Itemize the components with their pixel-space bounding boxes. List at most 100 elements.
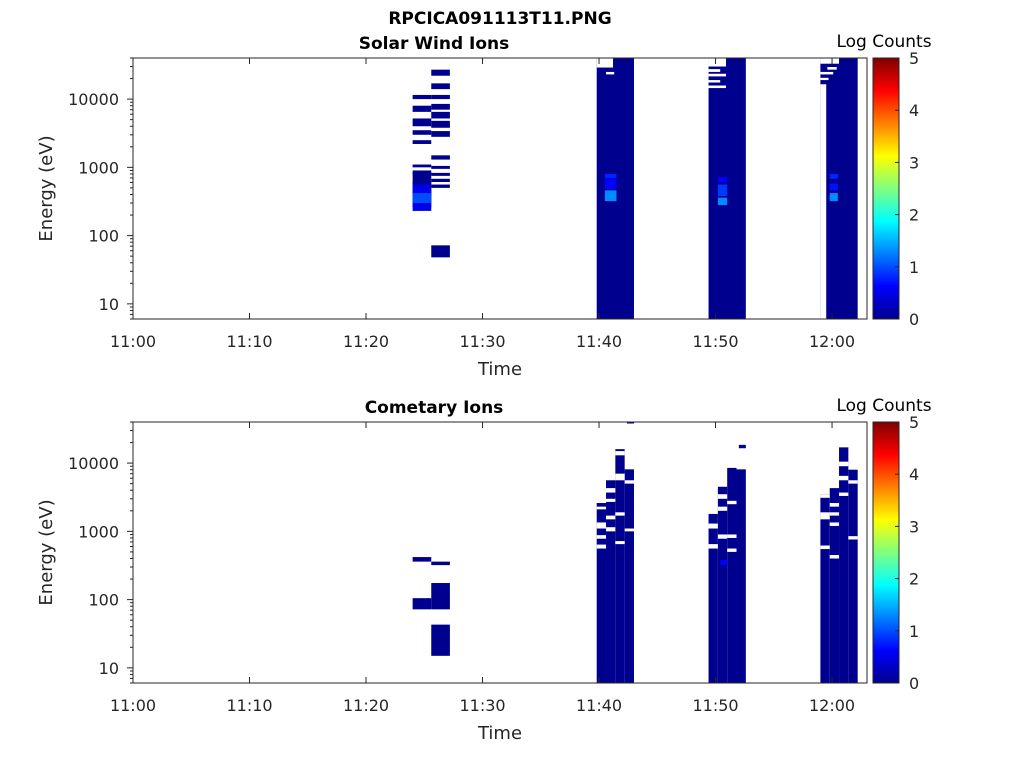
heatmap-cell: [431, 83, 450, 90]
heatmap-cell: [431, 165, 450, 169]
heatmap-cell: [839, 447, 849, 683]
data-gap: [708, 544, 718, 549]
colorbar-tick-label: 0: [909, 674, 919, 693]
colorbar-tick-label: 2: [909, 570, 919, 589]
data-gap: [596, 544, 607, 549]
heatmap-cell: [717, 177, 728, 183]
heatmap-cell: [829, 173, 838, 179]
y-tick-label: 1000: [78, 158, 119, 177]
heatmap-cell: [412, 94, 432, 100]
heatmap-cell: [717, 486, 728, 683]
heatmap-cell: [431, 172, 450, 176]
data-gap: [606, 515, 616, 520]
data-gap: [829, 512, 840, 516]
data-gap: [820, 494, 830, 498]
data-gap: [820, 545, 830, 550]
data-gap: [727, 500, 737, 505]
y-tick-label: 10: [99, 659, 119, 678]
heatmap-cell: [431, 155, 450, 160]
plot-frame: [132, 421, 868, 684]
data-gap: [708, 523, 718, 529]
x-tick-label: 11:40: [576, 332, 622, 351]
data-gap: [615, 541, 625, 545]
heatmap-cell: [412, 557, 432, 562]
x-tick-label: 11:10: [226, 332, 272, 351]
heatmap-cell: [604, 173, 617, 178]
data-gap: [727, 534, 737, 538]
heatmap-cell: [829, 183, 838, 191]
data-gap: [606, 527, 616, 532]
heatmap-cell: [431, 103, 450, 110]
heatmap-cell: [412, 140, 432, 144]
heatmap-cell: [431, 111, 450, 119]
colorbar-tick-label: 4: [909, 101, 919, 120]
data-gap: [606, 488, 616, 493]
data-gap: [839, 475, 849, 481]
heatmap-cell: [431, 178, 450, 183]
data-gap: [708, 80, 721, 83]
data-gap: [848, 536, 858, 540]
heatmap-cell: [736, 469, 746, 683]
colorbar-tick-label: 2: [909, 206, 919, 225]
x-tick-label: 12:00: [809, 696, 855, 715]
heatmap-cell: [626, 422, 634, 424]
heatmap-cell: [431, 94, 450, 100]
heatmap-area: [412, 58, 858, 319]
colorbar-tick-label: 1: [909, 622, 919, 641]
heatmap-cell: [412, 193, 432, 204]
x-tick-label: 11:00: [110, 696, 156, 715]
data-gap: [727, 548, 737, 552]
heatmap-cell: [412, 105, 432, 112]
x-tick-label: 11:30: [459, 696, 505, 715]
data-gap: [596, 58, 614, 68]
data-gap: [708, 58, 727, 67]
data-gap: [624, 480, 634, 484]
data-gap: [596, 522, 607, 529]
data-gap: [717, 534, 728, 539]
data-gap: [615, 473, 625, 481]
figure-title: RPCICA091113T11.PNG: [388, 9, 611, 29]
heatmap-cell: [738, 444, 746, 449]
heatmap-cell: [431, 69, 450, 76]
data-gap: [596, 506, 607, 510]
y-tick-label: 10000: [68, 454, 119, 473]
data-gap: [708, 69, 721, 72]
y-tick-label: 100: [88, 591, 119, 610]
data-gap: [820, 512, 830, 520]
heatmap-cell: [596, 503, 607, 683]
colorbar-label: Log Counts: [836, 32, 931, 52]
colorbar-tick-label: 5: [909, 413, 919, 432]
heatmap-cell: [820, 494, 830, 683]
x-tick-label: 11:50: [692, 332, 738, 351]
data-gap: [829, 522, 840, 526]
colorbar-gradient: [872, 57, 900, 320]
x-tick-label: 11:10: [226, 696, 272, 715]
heatmap-cell: [412, 164, 432, 168]
data-gap: [848, 480, 858, 484]
colorbar-tick-label: 5: [909, 49, 919, 68]
heatmap-cell: [431, 583, 450, 610]
data-gap: [829, 555, 840, 559]
heatmap-cell: [615, 449, 625, 683]
y-tick-label: 10000: [68, 90, 119, 109]
data-gap: [820, 77, 829, 81]
y-axis-label: Energy (eV): [36, 135, 57, 241]
heatmap-cell: [606, 480, 616, 683]
x-axis-label: Time: [477, 359, 522, 380]
data-gap: [708, 85, 727, 89]
data-gap: [717, 494, 728, 499]
colorbar-label: Log Counts: [836, 396, 931, 416]
heatmap-cell: [431, 624, 450, 656]
heatmap-cell: [431, 120, 450, 128]
panel-title: Cometary Ions: [365, 398, 504, 418]
y-axis-label: Energy (eV): [36, 499, 57, 605]
heatmap-cell: [431, 131, 450, 137]
data-gap: [829, 503, 840, 507]
x-tick-label: 11:30: [459, 332, 505, 351]
colorbar-tick-label: 1: [909, 258, 919, 277]
colorbar-tick-label: 3: [909, 517, 919, 536]
data-gap: [615, 512, 625, 516]
data-gap: [596, 535, 607, 539]
panel-title: Solar Wind Ions: [359, 34, 510, 54]
